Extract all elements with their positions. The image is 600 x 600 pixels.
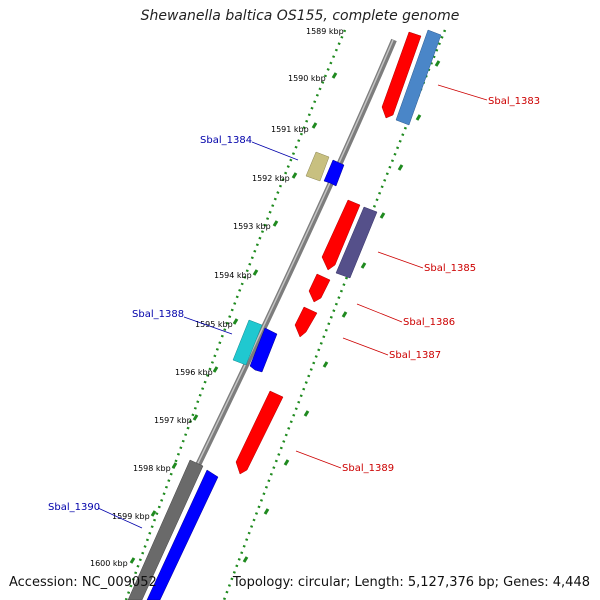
gene-label-sbal-1384[interactable]: Sbal_1384 [200,135,252,146]
gene-labels: Sbal_1383 Sbal_1384 Sbal_1385 Sbal_1386 … [48,96,540,513]
feature-sbal-1390-gray[interactable] [127,459,204,600]
gene-label-sbal-1387[interactable]: Sbal_1387 [389,350,441,361]
feature-sbal-1385-slate[interactable] [335,206,378,279]
tick-label: 1594 kbp [214,271,252,280]
tick-marks-outer [242,60,441,563]
tick-label: 1590 kbp [288,74,326,83]
feature-sbal-1386-red[interactable] [308,273,331,303]
tick-label: 1600 kbp [90,559,128,568]
feature-sbal-1385-red[interactable] [321,199,361,271]
map-title: Shewanella baltica OS155, complete genom… [140,8,460,24]
feature-sbal-1384-blue[interactable] [323,159,345,187]
gene-label-sbal-1388[interactable]: Sbal_1388 [132,309,184,320]
tick-label: 1591 kbp [271,125,309,134]
feature-sbal-1387-red[interactable] [294,306,318,338]
feature-sbal-1389-red[interactable] [235,390,284,475]
tick-labels: 1589 kbp 1590 kbp 1591 kbp 1592 kbp 1593… [90,27,344,568]
tick-label: 1596 kbp [175,368,213,377]
feature-sbal-1384-khaki[interactable] [305,151,330,182]
feature-sbal-1388-cyan[interactable] [232,319,263,366]
tick-label: 1593 kbp [233,222,271,231]
gene-label-sbal-1386[interactable]: Sbal_1386 [403,317,455,328]
feature-sbal-1383-steelblue[interactable] [395,29,442,126]
gene-label-sbal-1383[interactable]: Sbal_1383 [488,96,540,107]
gene-label-sbal-1385[interactable]: Sbal_1385 [424,263,476,274]
tick-label: 1598 kbp [133,464,171,473]
tick-label: 1592 kbp [252,174,290,183]
gene-label-sbal-1389[interactable]: Sbal_1389 [342,463,394,474]
tick-label: 1599 kbp [112,512,150,521]
tick-marks-inner [129,72,338,564]
feature-sbal-1390-blue[interactable] [146,469,219,600]
feature-sbal-1388-blue[interactable] [249,327,278,373]
accession-text: Accession: NC_009052 [9,575,157,590]
genome-summary-text: Topology: circular; Length: 5,127,376 bp… [232,575,590,590]
tick-label: 1589 kbp [306,27,344,36]
leader-lines [97,84,488,529]
feature-sbal-1383-red[interactable] [381,31,422,119]
gene-label-sbal-1390[interactable]: Sbal_1390 [48,502,100,513]
tick-label: 1597 kbp [154,416,192,425]
tick-label: 1595 kbp [195,320,233,329]
